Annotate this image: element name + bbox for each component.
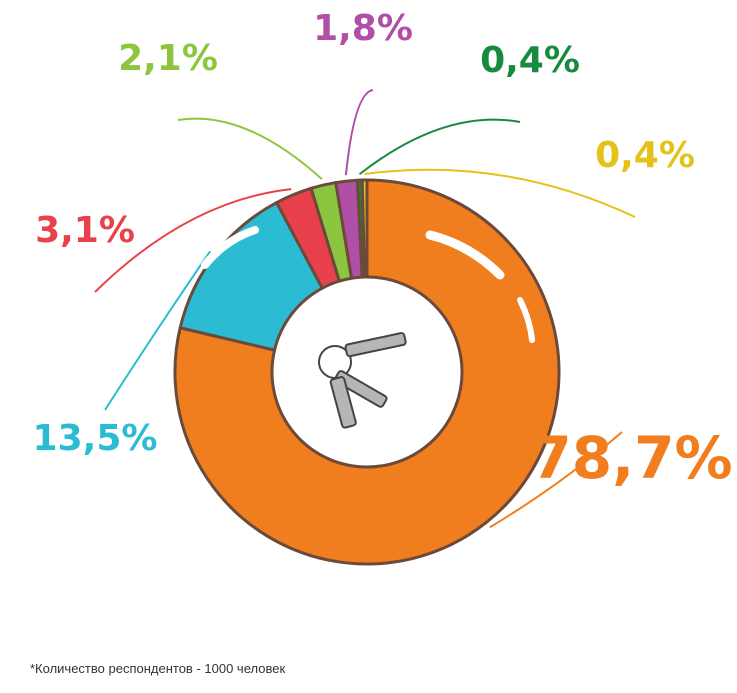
value-label: 0,4% (595, 135, 695, 176)
value-label: 78,7% (531, 424, 732, 492)
footnote: *Количество респондентов - 1000 человек (30, 661, 285, 676)
value-label: 0,4% (480, 40, 580, 81)
leader-line (358, 118, 521, 175)
leader-line (489, 431, 623, 529)
key (344, 332, 407, 358)
value-label: 13,5% (33, 418, 158, 459)
donut-slice (173, 178, 561, 566)
leader-line (364, 168, 636, 218)
value-label: 1,8% (313, 8, 413, 49)
key (329, 376, 357, 429)
key (334, 370, 388, 408)
leader-line (94, 188, 292, 293)
donut-slice (360, 178, 369, 279)
highlight (201, 226, 259, 269)
leader-line (104, 250, 211, 411)
leader-line (344, 89, 374, 176)
highlight (425, 230, 505, 280)
highlight (517, 297, 535, 343)
value-label: 2,1% (118, 38, 218, 79)
donut-slice (178, 201, 324, 352)
leader-line (177, 117, 323, 180)
keys-icon (318, 332, 407, 429)
value-label: 3,1% (35, 210, 135, 251)
